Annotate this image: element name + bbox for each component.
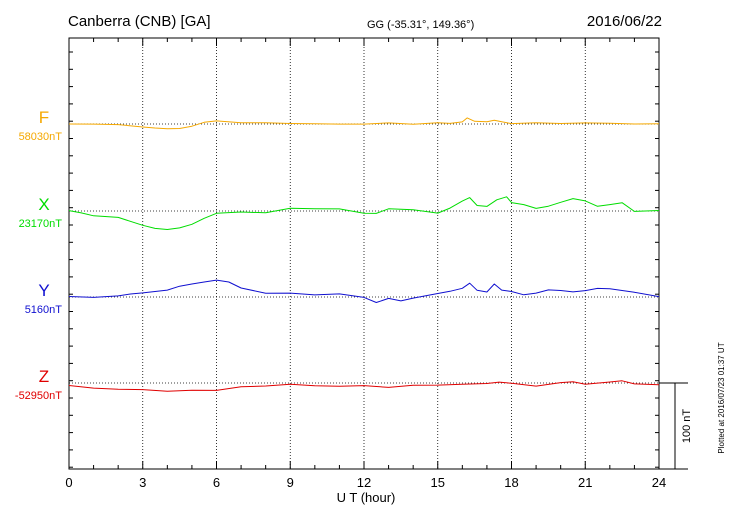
x-tick-label: 15 bbox=[431, 475, 445, 490]
series-labels: F 58030nT X 23170nT Y 5160nT Z -52950nT bbox=[15, 108, 62, 402]
series-name-y: Y bbox=[38, 281, 49, 300]
scale-bar-label: 100 nT bbox=[681, 409, 693, 444]
coordinates-label: GG (-35.31°, 149.36°) bbox=[367, 19, 474, 31]
series-line-x bbox=[68, 196, 660, 230]
x-axis-label: U T (hour) bbox=[337, 490, 396, 505]
x-tick-label: 9 bbox=[287, 475, 294, 490]
axis-ticks bbox=[68, 38, 660, 469]
plotted-at-note: Plotted at 2016/07/23 01:37 UT bbox=[717, 342, 726, 453]
series-name-x: X bbox=[38, 195, 49, 214]
series-lines bbox=[68, 117, 660, 392]
x-tick-label: 3 bbox=[139, 475, 146, 490]
x-tick-label: 21 bbox=[578, 475, 592, 490]
baseline-label-z: -52950nT bbox=[15, 390, 62, 402]
baseline-label-y: 5160nT bbox=[25, 304, 63, 316]
x-tick-label: 6 bbox=[213, 475, 220, 490]
series-line-z bbox=[68, 380, 660, 392]
series-name-z: Z bbox=[39, 367, 49, 386]
x-tick-label: 12 bbox=[357, 475, 371, 490]
x-tick-label: 24 bbox=[652, 475, 666, 490]
baseline-label-f: 58030nT bbox=[19, 131, 63, 143]
series-line-y bbox=[68, 279, 660, 303]
series-line-f bbox=[68, 117, 660, 130]
baseline-label-x: 23170nT bbox=[19, 218, 63, 230]
x-tick-labels: 0 3 6 9 12 15 18 21 24 bbox=[65, 475, 666, 490]
date-label: 2016/06/22 bbox=[587, 13, 662, 30]
station-title: Canberra (CNB) [GA] bbox=[68, 13, 211, 30]
x-tick-label: 0 bbox=[65, 475, 72, 490]
scale-bar: 100 nT bbox=[659, 382, 693, 470]
x-tick-label: 18 bbox=[504, 475, 518, 490]
grid-lines bbox=[69, 38, 659, 469]
series-name-f: F bbox=[39, 108, 49, 127]
